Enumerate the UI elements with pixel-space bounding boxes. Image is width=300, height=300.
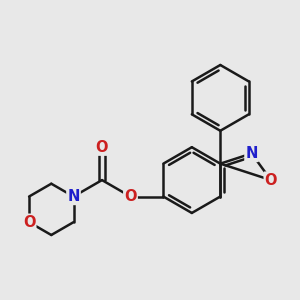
Text: O: O <box>124 189 137 204</box>
Text: N: N <box>67 189 80 204</box>
Text: O: O <box>265 172 277 188</box>
Text: O: O <box>23 215 35 230</box>
Text: N: N <box>245 146 258 161</box>
Text: O: O <box>96 140 108 155</box>
